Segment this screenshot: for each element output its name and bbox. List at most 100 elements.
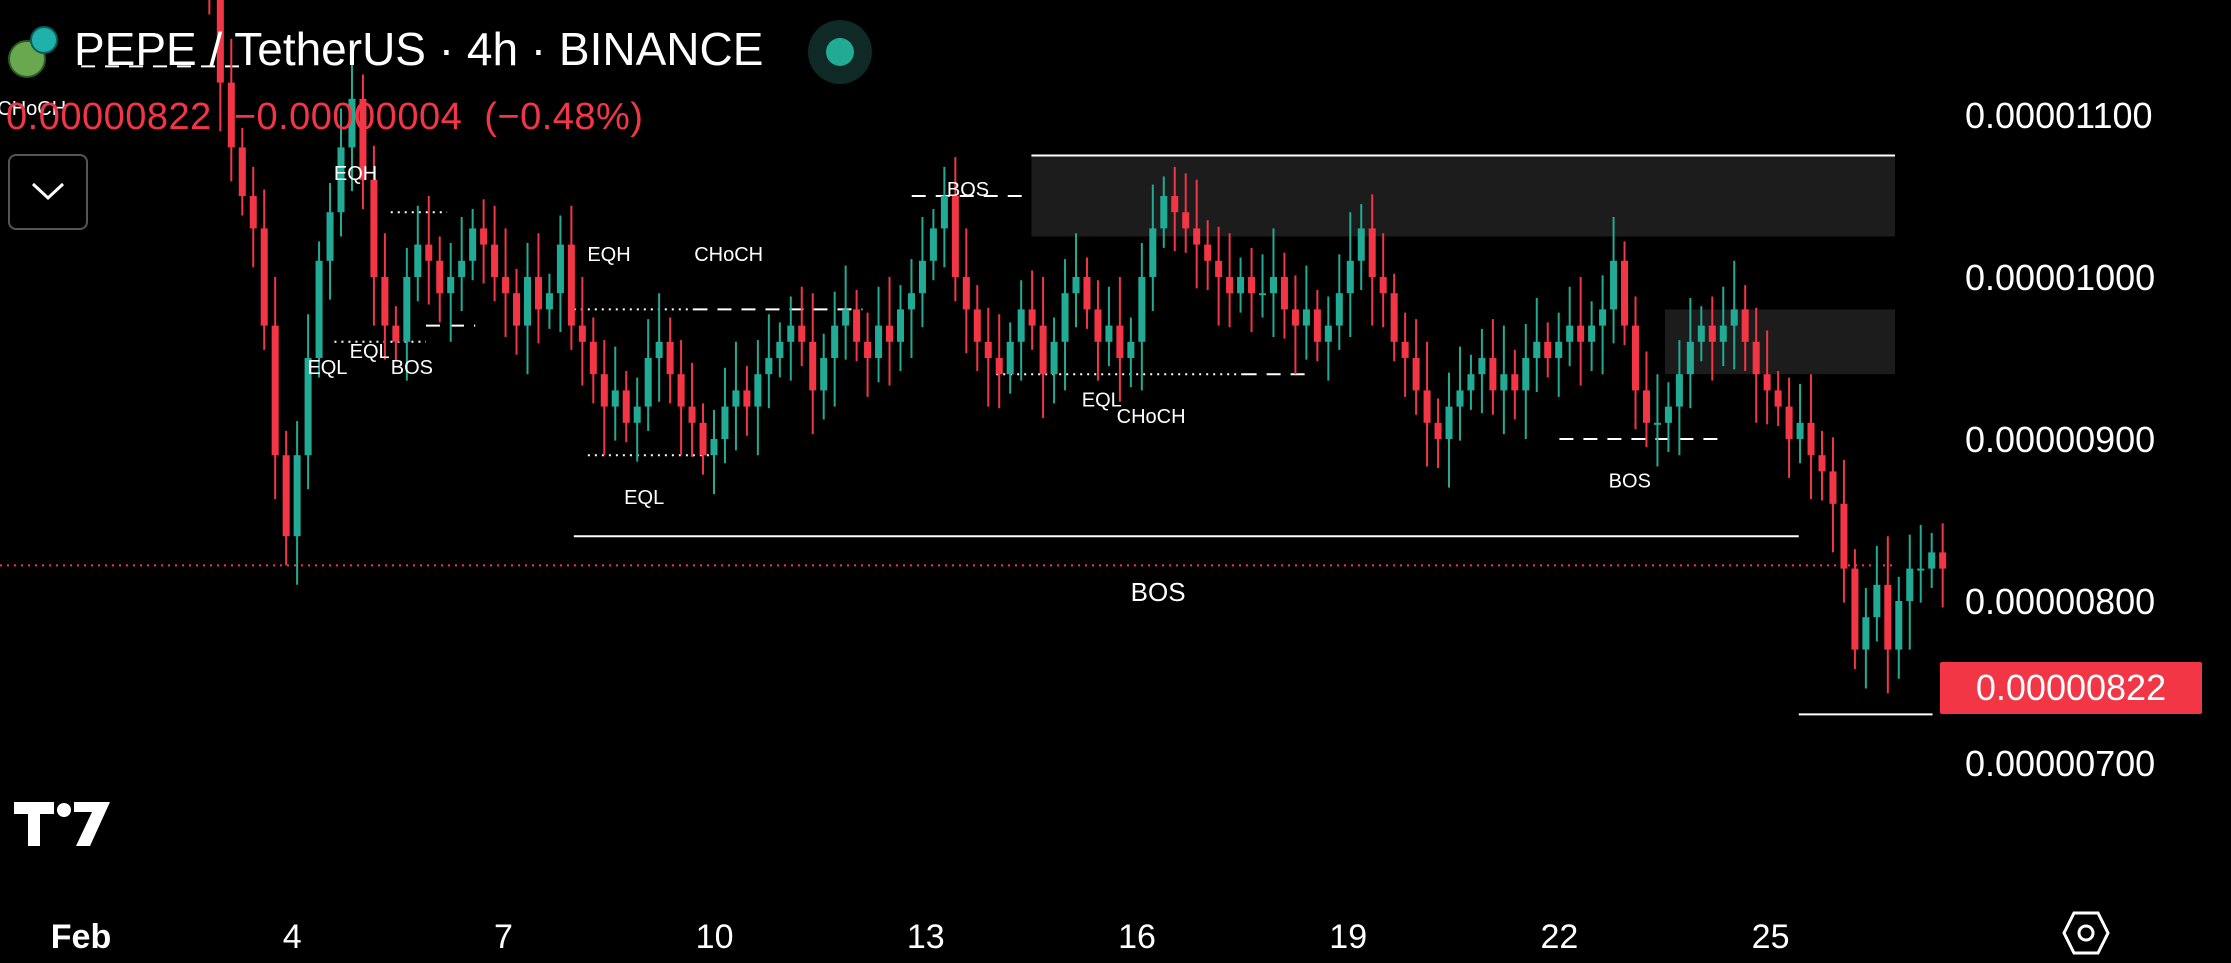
annotation-label: BOS xyxy=(1609,471,1651,493)
candle-body xyxy=(1895,601,1903,650)
candle-body xyxy=(392,325,400,342)
annotation-label: BOS xyxy=(947,179,989,201)
candle-body xyxy=(1686,341,1694,375)
candle-body xyxy=(513,293,521,326)
candle-body xyxy=(1302,309,1310,326)
candle-body xyxy=(1215,260,1223,277)
candle-body xyxy=(1697,325,1705,342)
chevron-down-icon xyxy=(31,182,65,201)
candle-body xyxy=(326,212,334,261)
candle-body xyxy=(1544,341,1552,358)
candle-body xyxy=(962,277,970,310)
candle-body xyxy=(1105,325,1113,342)
candle-body xyxy=(699,422,707,456)
candle-body xyxy=(1313,309,1321,342)
candle-body xyxy=(995,358,1003,375)
candle-body xyxy=(436,260,444,294)
candle-body xyxy=(1675,374,1683,407)
candle-body xyxy=(216,0,224,83)
price-change-pct: (−0.48%) xyxy=(484,96,644,138)
candle-body xyxy=(578,325,586,342)
candle-body xyxy=(1939,552,1947,569)
price-quote: 0.00000822 −0.00000004 (−0.48%) xyxy=(6,96,665,139)
market-open-dot-icon xyxy=(808,20,872,84)
candle-body xyxy=(227,82,235,148)
time-axis[interactable]: Feb 4 7 10 13 16 19 22 25 xyxy=(51,918,1790,956)
candle-body xyxy=(315,260,323,358)
candle-body xyxy=(1500,374,1508,391)
candle-body xyxy=(271,325,279,456)
candle-body xyxy=(1017,309,1025,342)
candle-body xyxy=(929,228,937,261)
candle-body xyxy=(1818,455,1826,472)
candle-body xyxy=(622,390,630,423)
y-tick-label: 0.00000900 xyxy=(1965,419,2155,460)
candle-body xyxy=(238,147,246,196)
candle-body xyxy=(1610,260,1618,310)
x-tick-label: 25 xyxy=(1752,918,1790,956)
symbol-title[interactable]: PEPE / TetherUS · 4h · BINANCE xyxy=(74,23,764,75)
candle-body xyxy=(1434,422,1442,439)
candle-body xyxy=(1489,358,1497,391)
candle-body xyxy=(1456,390,1464,407)
candle-body xyxy=(1577,325,1585,342)
hexagon-settings-icon[interactable] xyxy=(2062,910,2110,956)
candle-body xyxy=(1149,228,1157,277)
annotation-label: EQL xyxy=(1082,390,1122,412)
tradingview-logo-icon[interactable] xyxy=(14,800,110,850)
candle-body xyxy=(1533,341,1541,358)
candle-body xyxy=(984,341,992,358)
x-tick-label: 19 xyxy=(1329,918,1367,956)
candle-body xyxy=(1752,341,1760,375)
candle-body xyxy=(864,341,872,358)
candle-body xyxy=(1182,212,1190,229)
candle-body xyxy=(721,406,729,439)
candle-body xyxy=(1368,228,1376,277)
candle-body xyxy=(1280,277,1288,310)
candle-body xyxy=(1522,358,1530,391)
candle-body xyxy=(1412,358,1420,391)
candle-body xyxy=(1291,309,1299,326)
candle-body xyxy=(414,244,422,277)
candle-body xyxy=(1829,471,1837,504)
candle-body xyxy=(940,196,948,229)
annotation-label: EQH xyxy=(334,163,377,185)
candle-body xyxy=(1511,374,1519,391)
y-tick-label: 0.00000700 xyxy=(1965,743,2155,784)
candle-body xyxy=(1050,341,1058,375)
x-tick-label: Feb xyxy=(51,918,111,956)
price-axis[interactable]: 0.000012000.000011000.000010000.00000900… xyxy=(1965,0,2155,784)
annotation-label: CHoCH xyxy=(1117,406,1186,428)
candle-body xyxy=(600,374,608,407)
candle-body xyxy=(611,390,619,407)
candle-body xyxy=(666,341,674,375)
candle-body xyxy=(1127,341,1135,358)
candle-body xyxy=(1423,390,1431,423)
candle-body xyxy=(1237,277,1245,294)
candle-body xyxy=(644,358,652,407)
candle-body xyxy=(1116,325,1124,358)
current-price-label: 0.00000822 xyxy=(1940,662,2202,714)
candle-body xyxy=(1006,341,1014,375)
collapse-legend-button[interactable] xyxy=(8,154,88,230)
candle-body xyxy=(973,309,981,342)
candle-body xyxy=(260,228,268,326)
candle-body xyxy=(1346,260,1354,294)
candle-body xyxy=(886,325,894,342)
candle-body xyxy=(1631,325,1640,391)
candle-body xyxy=(1204,244,1212,261)
candle-body xyxy=(1401,341,1409,358)
candle-body xyxy=(1269,277,1277,294)
y-tick-label: 0.00001100 xyxy=(1965,95,2153,136)
candle-body xyxy=(1642,390,1650,423)
candle-body xyxy=(1028,309,1036,326)
candle-body xyxy=(907,293,915,310)
candle-body xyxy=(776,341,784,358)
candle-body xyxy=(633,406,641,423)
candle-body xyxy=(1138,277,1146,342)
candle-body xyxy=(293,455,301,537)
candle-body xyxy=(1708,325,1716,342)
candle-body xyxy=(1160,196,1168,229)
